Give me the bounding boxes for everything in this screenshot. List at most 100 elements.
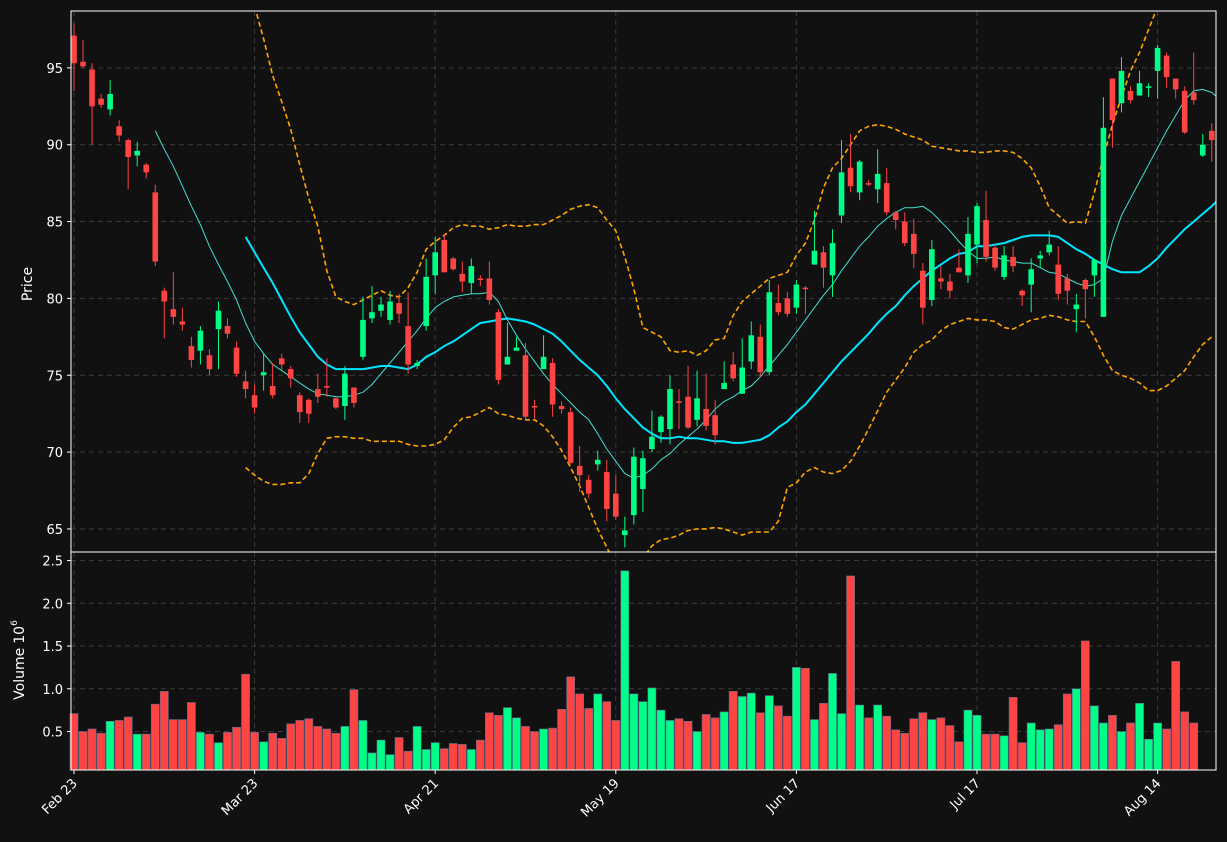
candle-body xyxy=(269,386,276,396)
volume-bar xyxy=(196,732,205,771)
candle-body xyxy=(197,330,204,351)
candle-body xyxy=(1100,127,1107,317)
bollinger-bands xyxy=(245,11,1213,552)
candle-body xyxy=(224,326,231,334)
volume-bar xyxy=(1062,693,1072,771)
candle-body xyxy=(324,386,330,388)
volume-bar xyxy=(737,696,747,771)
volume-bar xyxy=(1108,714,1117,771)
volume-bar xyxy=(1162,728,1171,771)
volume-panel-frame xyxy=(70,551,1217,771)
candle-body xyxy=(287,369,294,379)
lower-band-line xyxy=(245,314,1213,552)
candle-body xyxy=(1199,144,1206,156)
volume-bar xyxy=(575,693,585,771)
volume-bar xyxy=(918,712,928,771)
volume-bar xyxy=(819,703,828,771)
candle-body xyxy=(1073,304,1080,310)
volume-bar xyxy=(521,726,530,771)
volume-bar xyxy=(304,718,314,771)
volume-bar xyxy=(494,714,503,771)
volume-bar xyxy=(1090,705,1099,771)
volume-bar xyxy=(846,575,855,771)
candle-body xyxy=(305,399,312,414)
volume-bar xyxy=(647,687,657,771)
price-tick-label: 95 xyxy=(46,62,63,77)
candle-body xyxy=(1046,244,1053,253)
candle-body xyxy=(1019,290,1025,296)
volume-bar xyxy=(855,704,864,771)
volume-bar xyxy=(1171,661,1181,771)
volume-bar xyxy=(602,701,612,771)
volume-bar xyxy=(430,742,440,771)
volume-bar xyxy=(548,727,557,771)
candle-body xyxy=(423,276,429,327)
candle-body xyxy=(793,284,800,308)
candle-body xyxy=(658,416,664,433)
candle-body xyxy=(143,164,150,173)
volume-bar xyxy=(232,726,241,771)
candle-body xyxy=(233,347,240,374)
candle-body xyxy=(766,292,773,373)
candle-body xyxy=(1172,78,1179,90)
volume-bar xyxy=(701,714,711,771)
candle-body xyxy=(342,373,348,406)
candle-body xyxy=(892,212,899,221)
volume-bar xyxy=(638,701,648,771)
volume-bar xyxy=(403,750,413,771)
candle-body xyxy=(775,303,782,313)
volume-bar xyxy=(141,733,151,771)
candle-body xyxy=(784,298,791,314)
volume-bar xyxy=(177,719,187,771)
candle-body xyxy=(901,221,908,244)
candle-body xyxy=(694,398,700,420)
volume-bar xyxy=(96,732,106,771)
candle-body xyxy=(712,415,718,436)
candle-body xyxy=(387,301,393,320)
volume-bar xyxy=(981,733,991,771)
candle-body xyxy=(685,396,691,428)
volume-bar xyxy=(1053,724,1063,771)
candle-body xyxy=(215,310,222,330)
candle-body xyxy=(1145,86,1152,88)
candle-body xyxy=(179,321,186,325)
candle-body xyxy=(1055,264,1062,294)
volume-bar xyxy=(512,717,521,771)
candle-body xyxy=(450,258,457,270)
volume-bar xyxy=(448,743,458,771)
candle-body xyxy=(603,472,610,509)
candle-body xyxy=(974,206,980,245)
volume-axis-title-gap: 10 xyxy=(12,626,28,644)
candle-body xyxy=(242,381,249,390)
volume-bar xyxy=(331,732,341,771)
upper-band-line xyxy=(255,11,1157,357)
volume-bar xyxy=(972,714,982,771)
volume-bar xyxy=(394,737,404,771)
volume-bar xyxy=(611,720,621,771)
volume-axis-exponent: 6 xyxy=(10,620,20,626)
candle-body xyxy=(1109,78,1116,121)
volume-bar xyxy=(1117,731,1126,771)
candle-body xyxy=(811,250,818,265)
volume-bar xyxy=(123,716,133,771)
volume-bar xyxy=(277,738,287,771)
volume-bar xyxy=(1026,722,1036,771)
candle-body xyxy=(631,456,637,516)
volume-bar xyxy=(783,715,792,771)
candle-body xyxy=(278,358,285,365)
candle-body xyxy=(1208,130,1215,141)
candle-body xyxy=(360,319,366,357)
volume-bar xyxy=(1008,697,1018,771)
volume-bar xyxy=(954,741,964,771)
volume-tick-label: 2.5 xyxy=(42,555,63,570)
volume-bar xyxy=(909,718,919,771)
volume-bar xyxy=(485,712,494,771)
candle-body xyxy=(910,233,917,254)
volume-bar xyxy=(466,749,476,771)
volume-bar xyxy=(168,719,178,771)
candle-body xyxy=(1064,278,1071,291)
candle-body xyxy=(134,150,141,156)
candle-body xyxy=(640,458,646,489)
price-grid xyxy=(71,11,1216,552)
volume-bar xyxy=(674,718,684,771)
